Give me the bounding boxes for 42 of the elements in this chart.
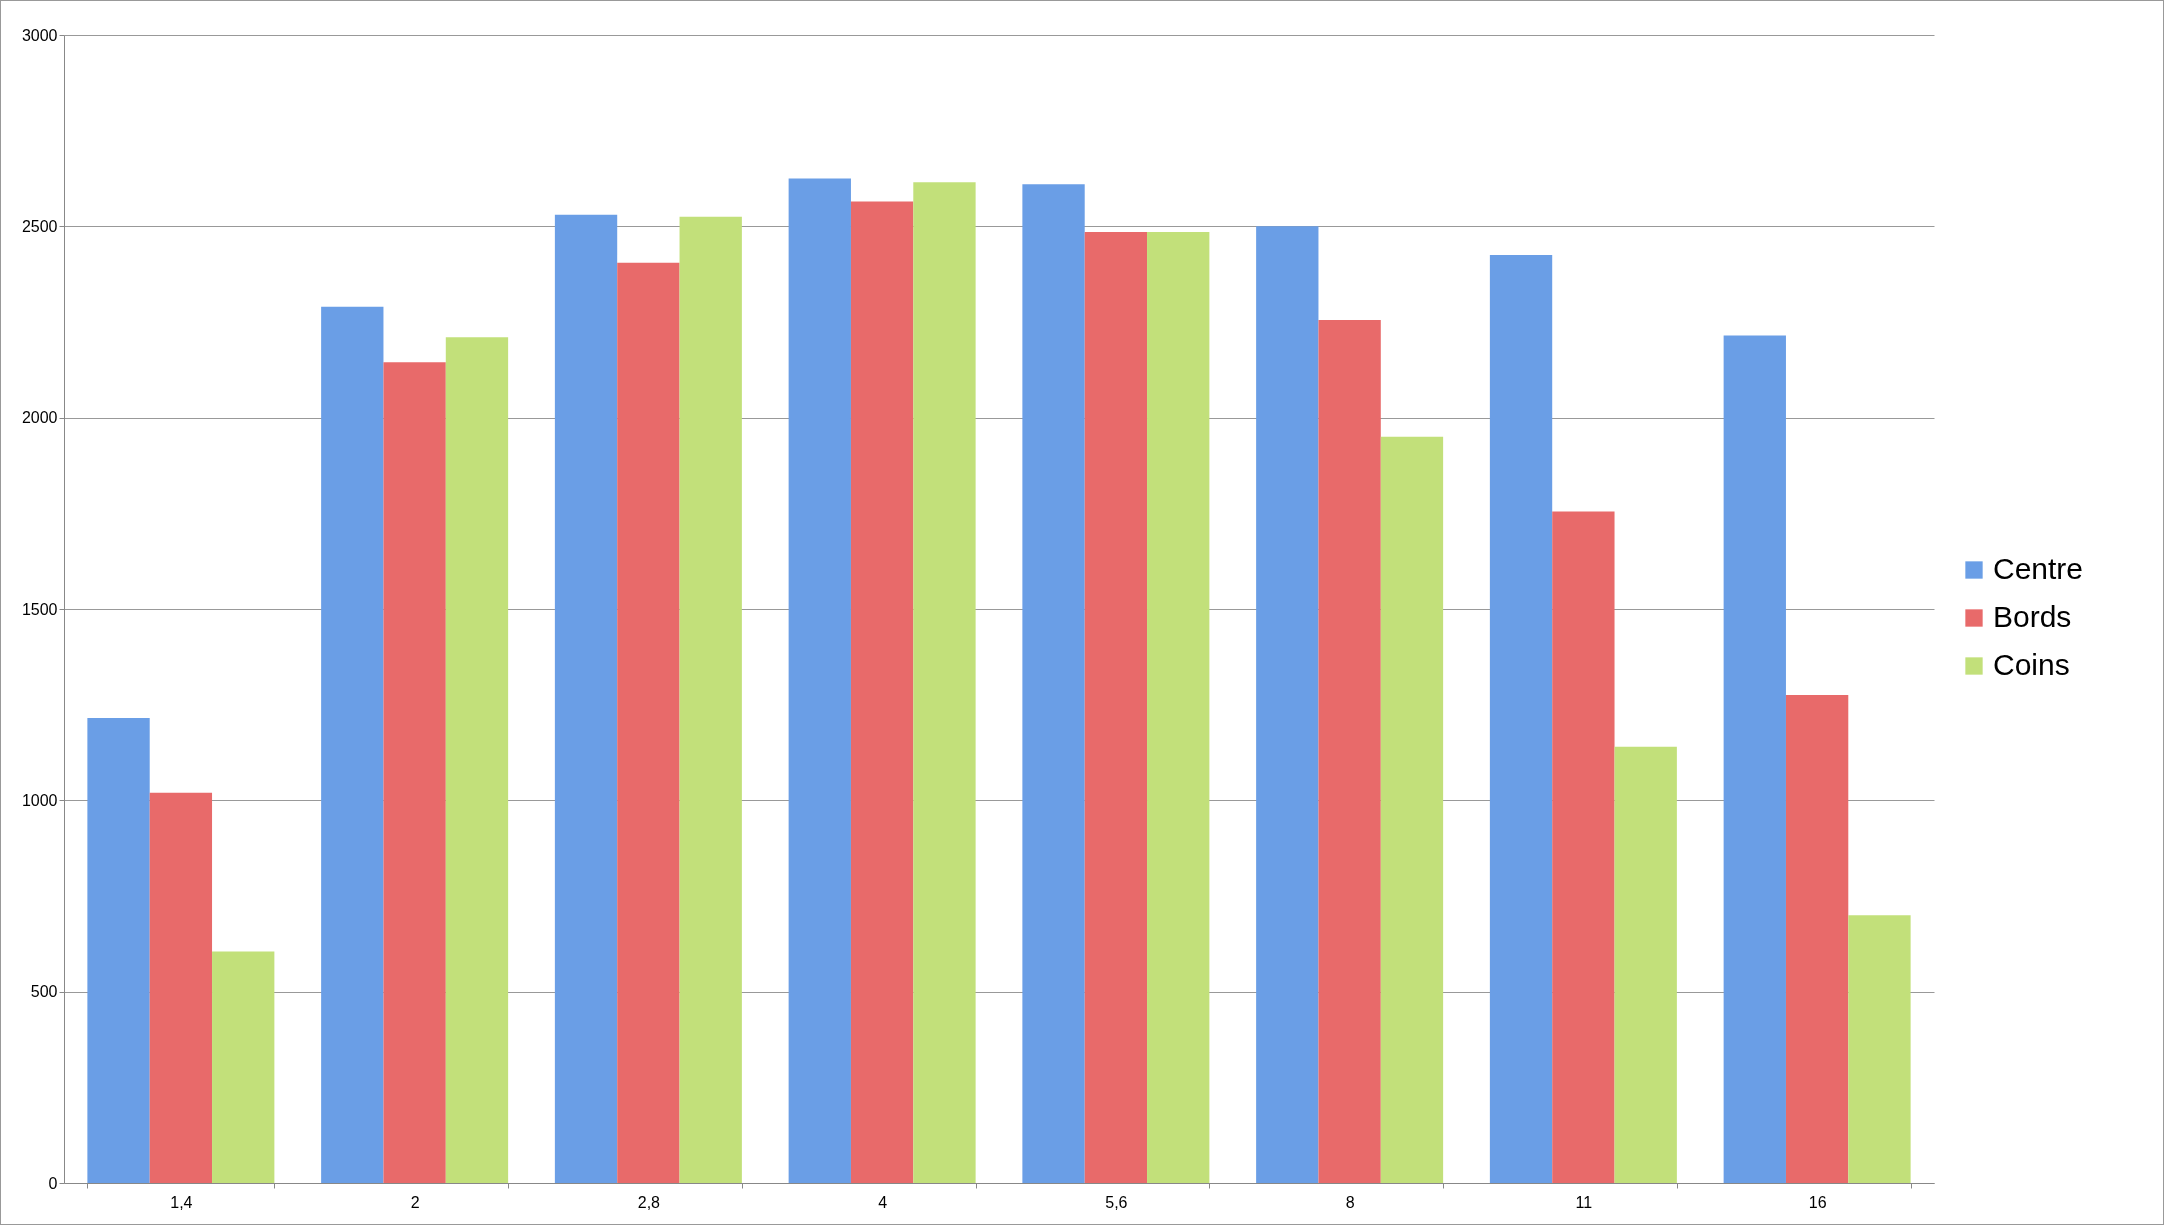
legend-label: Centre xyxy=(1993,552,2084,585)
x-tick-label: 5,6 xyxy=(1105,1193,1128,1211)
bar xyxy=(1256,226,1319,1183)
bar xyxy=(383,362,446,1183)
y-tick-label: 2000 xyxy=(21,409,58,427)
legend-label: Bords xyxy=(1993,600,2072,633)
y-tick-label: 500 xyxy=(30,983,58,1001)
bar xyxy=(1614,746,1677,1183)
x-tick-label: 2 xyxy=(410,1193,420,1211)
y-tick-label: 1500 xyxy=(21,600,58,618)
bar xyxy=(87,718,150,1183)
y-tick-label: 2500 xyxy=(21,217,58,235)
bar xyxy=(321,306,384,1183)
bar xyxy=(1147,232,1210,1183)
bar xyxy=(1318,320,1381,1183)
y-tick-label: 1000 xyxy=(21,791,58,809)
bar xyxy=(1489,255,1553,1183)
y-tick-label: 0 xyxy=(48,1174,58,1192)
bar xyxy=(913,182,976,1183)
bar xyxy=(1022,184,1085,1183)
x-tick-label: 11 xyxy=(1575,1193,1593,1211)
bar xyxy=(1848,915,1911,1183)
x-tick-label: 1,4 xyxy=(170,1193,193,1211)
bar xyxy=(1785,695,1849,1183)
bar xyxy=(1084,232,1148,1183)
bar xyxy=(554,214,618,1183)
bar xyxy=(1552,511,1615,1183)
bar xyxy=(149,792,213,1183)
bar xyxy=(617,262,680,1183)
bar xyxy=(212,951,275,1183)
x-tick-label: 2,8 xyxy=(637,1193,661,1211)
legend-label: Coins xyxy=(1993,648,2070,681)
bar xyxy=(1723,335,1786,1183)
x-tick-label: 8 xyxy=(1345,1193,1355,1211)
x-tick-label: 4 xyxy=(878,1193,888,1211)
bar xyxy=(850,201,914,1183)
bar xyxy=(788,178,851,1183)
bar xyxy=(1380,436,1444,1183)
x-tick-label: 16 xyxy=(1808,1193,1827,1211)
bar xyxy=(445,337,509,1183)
y-tick-label: 3000 xyxy=(21,26,58,44)
bar xyxy=(679,216,742,1183)
